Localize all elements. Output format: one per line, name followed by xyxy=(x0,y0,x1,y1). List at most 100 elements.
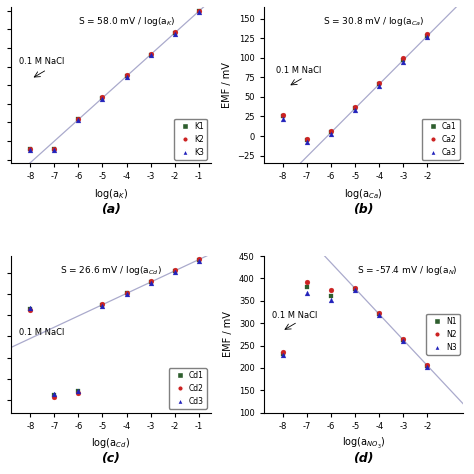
Point xyxy=(279,115,287,123)
Point xyxy=(123,291,130,298)
Point xyxy=(303,136,311,143)
Point xyxy=(171,267,178,275)
Point xyxy=(74,116,82,123)
Point xyxy=(375,310,383,317)
Y-axis label: EMF / mV: EMF / mV xyxy=(222,62,232,108)
Point xyxy=(147,52,155,59)
Point xyxy=(171,266,178,274)
Point xyxy=(351,103,359,110)
Point xyxy=(375,310,383,318)
Point xyxy=(328,296,335,304)
Point xyxy=(123,289,130,296)
Legend: Ca1, Ca2, Ca3: Ca1, Ca2, Ca3 xyxy=(422,119,460,160)
Point xyxy=(51,145,58,153)
Point xyxy=(195,255,202,263)
Point xyxy=(27,146,34,154)
Point xyxy=(51,146,58,154)
Text: S = 30.8 mV / log(a$_{Ca}$): S = 30.8 mV / log(a$_{Ca}$) xyxy=(323,15,424,28)
Point xyxy=(328,127,335,135)
Point xyxy=(27,305,34,313)
Point xyxy=(400,337,407,345)
Point xyxy=(51,393,58,401)
Point xyxy=(303,289,311,297)
Legend: K1, K2, K3: K1, K2, K3 xyxy=(174,119,207,160)
Point xyxy=(351,284,359,292)
Point xyxy=(27,307,34,314)
Point xyxy=(375,80,383,88)
Point xyxy=(74,389,82,396)
Point xyxy=(424,34,431,41)
Point xyxy=(351,106,359,114)
Point xyxy=(123,72,130,79)
Point xyxy=(375,311,383,319)
Text: (a): (a) xyxy=(101,202,121,216)
Point xyxy=(328,128,335,136)
Point xyxy=(51,390,58,398)
Point xyxy=(171,28,178,36)
Point xyxy=(123,73,130,80)
Point xyxy=(147,278,155,286)
Point xyxy=(303,138,311,146)
Text: 0.1 M NaCl: 0.1 M NaCl xyxy=(272,311,317,320)
Point xyxy=(279,113,287,120)
Point xyxy=(99,300,106,308)
Point xyxy=(328,130,335,137)
Legend: Cd1, Cd2, Cd3: Cd1, Cd2, Cd3 xyxy=(169,368,207,409)
Point xyxy=(195,257,202,264)
Text: S = 26.6 mV / log(a$_{Cd}$): S = 26.6 mV / log(a$_{Cd}$) xyxy=(60,264,162,277)
Text: (d): (d) xyxy=(354,452,374,465)
Point xyxy=(400,56,407,64)
Point xyxy=(400,336,407,344)
Point xyxy=(171,29,178,37)
Text: (b): (b) xyxy=(354,202,374,216)
Text: (c): (c) xyxy=(101,452,120,465)
Point xyxy=(27,145,34,153)
Point xyxy=(74,388,82,395)
Point xyxy=(74,117,82,124)
Point xyxy=(351,286,359,293)
Point xyxy=(279,352,287,359)
Point xyxy=(328,286,335,293)
Point xyxy=(99,301,106,309)
Point xyxy=(424,363,431,370)
Point xyxy=(279,351,287,358)
Point xyxy=(27,304,34,311)
Text: 0.1 M NaCl: 0.1 M NaCl xyxy=(276,66,321,75)
Text: 0.1 M NaCl: 0.1 M NaCl xyxy=(19,57,64,66)
Point xyxy=(99,302,106,310)
Point xyxy=(74,387,82,394)
Point xyxy=(171,268,178,275)
Point xyxy=(147,51,155,58)
Point xyxy=(424,361,431,369)
Text: S = -57.4 mV / log(a$_N$): S = -57.4 mV / log(a$_N$) xyxy=(357,264,458,277)
Point xyxy=(123,290,130,297)
Point xyxy=(147,277,155,285)
Point xyxy=(351,104,359,112)
Point xyxy=(123,73,130,81)
Point xyxy=(27,146,34,153)
Point xyxy=(303,136,311,144)
Point xyxy=(74,115,82,122)
Point xyxy=(195,256,202,264)
Point xyxy=(195,8,202,15)
Point xyxy=(400,58,407,65)
Point xyxy=(195,7,202,15)
Point xyxy=(99,94,106,101)
Point xyxy=(424,32,431,40)
Point xyxy=(424,30,431,38)
Point xyxy=(303,278,311,285)
Y-axis label: EMF / mV: EMF / mV xyxy=(223,311,233,357)
X-axis label: log(a$_{Ca}$): log(a$_{Ca}$) xyxy=(344,187,383,201)
Point xyxy=(328,292,335,300)
Point xyxy=(375,82,383,90)
Point xyxy=(99,95,106,102)
Point xyxy=(400,335,407,343)
Text: 0.1 M NaCl: 0.1 M NaCl xyxy=(19,328,64,337)
Text: S = 58.0 mV / log(a$_K$): S = 58.0 mV / log(a$_K$) xyxy=(78,15,175,28)
Point xyxy=(424,362,431,369)
Legend: N1, N2, N3: N1, N2, N3 xyxy=(426,314,460,355)
Point xyxy=(99,93,106,101)
X-axis label: log(a$_{NO_3}$): log(a$_{NO_3}$) xyxy=(342,436,385,451)
Point xyxy=(147,279,155,287)
Point xyxy=(375,79,383,86)
